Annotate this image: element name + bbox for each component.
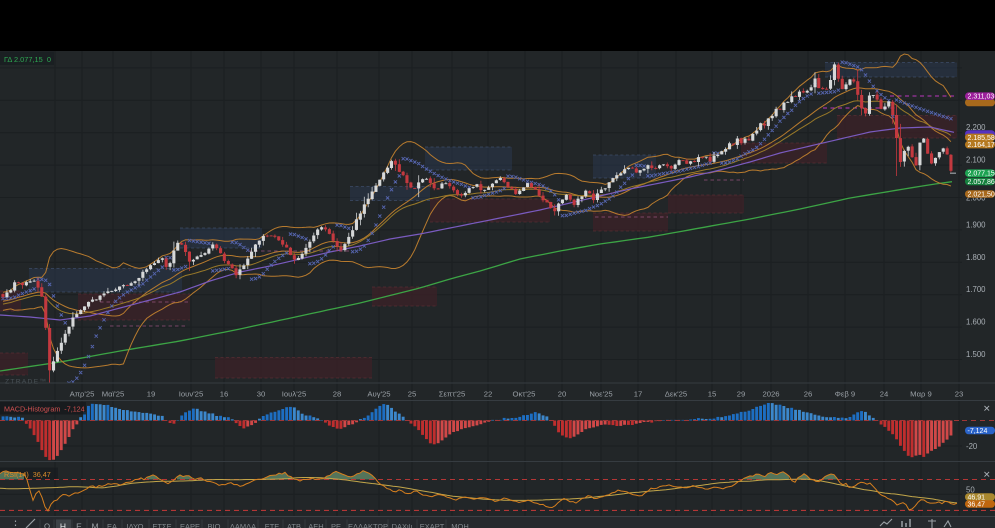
svg-text:ΛΑΜΔΑ: ΛΑΜΔΑ bbox=[230, 522, 256, 528]
svg-text:ΕΑ: ΕΑ bbox=[107, 522, 117, 528]
svg-text:ΕΤΣΕ: ΕΤΣΕ bbox=[152, 522, 171, 528]
svg-text:Ε: Ε bbox=[76, 522, 82, 528]
svg-text:ΒΙΟ: ΒΙΟ bbox=[208, 522, 221, 528]
svg-text:1.500: 1.500 bbox=[966, 350, 986, 359]
svg-text:19: 19 bbox=[147, 390, 156, 399]
svg-text:2.057,86: 2.057,86 bbox=[968, 179, 995, 186]
svg-text:Η: Η bbox=[60, 522, 66, 528]
svg-text:MACD-Histogram -7,124: MACD-Histogram -7,124 bbox=[4, 405, 85, 414]
svg-text:Ιουλ'25: Ιουλ'25 bbox=[282, 390, 306, 399]
svg-text:2.100: 2.100 bbox=[966, 156, 986, 165]
svg-text:Νοε'25: Νοε'25 bbox=[589, 390, 612, 399]
svg-text:ZTRADE™: ZTRADE™ bbox=[5, 379, 47, 386]
svg-text:ΕΑΡΕ: ΕΑΡΕ bbox=[180, 522, 200, 528]
svg-text:2.311,03: 2.311,03 bbox=[968, 94, 995, 101]
svg-text:2.164,17: 2.164,17 bbox=[968, 142, 995, 149]
svg-text:DAXψ: DAXψ bbox=[392, 522, 413, 528]
svg-text:25: 25 bbox=[408, 390, 417, 399]
svg-text:26: 26 bbox=[804, 390, 813, 399]
svg-text:1.600: 1.600 bbox=[966, 318, 986, 327]
svg-text:1.900: 1.900 bbox=[966, 220, 986, 229]
svg-text:28: 28 bbox=[333, 390, 342, 399]
svg-text:ΓΔ 2.077,15 0: ΓΔ 2.077,15 0 bbox=[4, 55, 51, 64]
svg-text:Απρ'25: Απρ'25 bbox=[70, 390, 95, 399]
svg-text:36,47: 36,47 bbox=[968, 502, 986, 509]
svg-text:⋮: ⋮ bbox=[10, 520, 21, 528]
svg-text:20: 20 bbox=[558, 390, 567, 399]
svg-text:Οκτ'25: Οκτ'25 bbox=[513, 390, 536, 399]
svg-text:✕: ✕ bbox=[983, 470, 991, 480]
svg-text:2.021,50: 2.021,50 bbox=[968, 192, 995, 199]
svg-text:ΡΕ: ΡΕ bbox=[331, 522, 341, 528]
svg-text:24: 24 bbox=[880, 390, 889, 399]
svg-text:23: 23 bbox=[955, 390, 964, 399]
svg-text:17: 17 bbox=[634, 390, 643, 399]
svg-text:46,91: 46,91 bbox=[968, 495, 986, 502]
svg-text:1.700: 1.700 bbox=[966, 285, 986, 294]
svg-text:Ιουν'25: Ιουν'25 bbox=[179, 390, 203, 399]
svg-text:ΑΕΗ: ΑΕΗ bbox=[308, 522, 323, 528]
svg-text:ΜΟΗ: ΜΟΗ bbox=[451, 522, 469, 528]
svg-text:ΕΤΕ: ΕΤΕ bbox=[265, 522, 280, 528]
svg-text:2.200: 2.200 bbox=[966, 123, 986, 132]
svg-text:ΑΤΒ: ΑΤΒ bbox=[287, 522, 301, 528]
svg-text:2.077,15: 2.077,15 bbox=[968, 171, 995, 178]
svg-text:Ω: Ω bbox=[44, 522, 50, 528]
svg-text:Φεβ 9: Φεβ 9 bbox=[835, 390, 855, 399]
svg-text:15: 15 bbox=[708, 390, 717, 399]
svg-text:ΕΛΛΑΚΤΩΡ: ΕΛΛΑΚΤΩΡ bbox=[348, 522, 388, 528]
svg-text:Μαρ 9: Μαρ 9 bbox=[910, 390, 932, 399]
svg-text:29: 29 bbox=[737, 390, 746, 399]
svg-text:50: 50 bbox=[966, 486, 975, 495]
svg-text:-20: -20 bbox=[966, 442, 978, 451]
svg-text:ΙΛΥΟ: ΙΛΥΟ bbox=[127, 522, 144, 528]
svg-text:Σεπτ'25: Σεπτ'25 bbox=[439, 390, 466, 399]
svg-text:RSI(14) 36,47: RSI(14) 36,47 bbox=[4, 470, 51, 479]
svg-text:2.185,58: 2.185,58 bbox=[968, 135, 995, 142]
svg-text:ΕΧΑΡΤ: ΕΧΑΡΤ bbox=[420, 522, 445, 528]
svg-text:2.000: 2.000 bbox=[966, 193, 986, 202]
svg-text:Δεκ'25: Δεκ'25 bbox=[665, 390, 687, 399]
svg-text:Μ: Μ bbox=[91, 522, 98, 528]
svg-text:1.800: 1.800 bbox=[966, 253, 986, 262]
svg-text:16: 16 bbox=[220, 390, 229, 399]
svg-text:Μαϊ'25: Μαϊ'25 bbox=[102, 390, 125, 399]
svg-text:✕: ✕ bbox=[983, 404, 991, 414]
svg-text:2026: 2026 bbox=[762, 390, 779, 399]
svg-text:22: 22 bbox=[484, 390, 493, 399]
svg-text:Αυγ'25: Αυγ'25 bbox=[367, 390, 390, 399]
svg-text:-7,124: -7,124 bbox=[968, 428, 988, 435]
svg-text:30: 30 bbox=[257, 390, 266, 399]
